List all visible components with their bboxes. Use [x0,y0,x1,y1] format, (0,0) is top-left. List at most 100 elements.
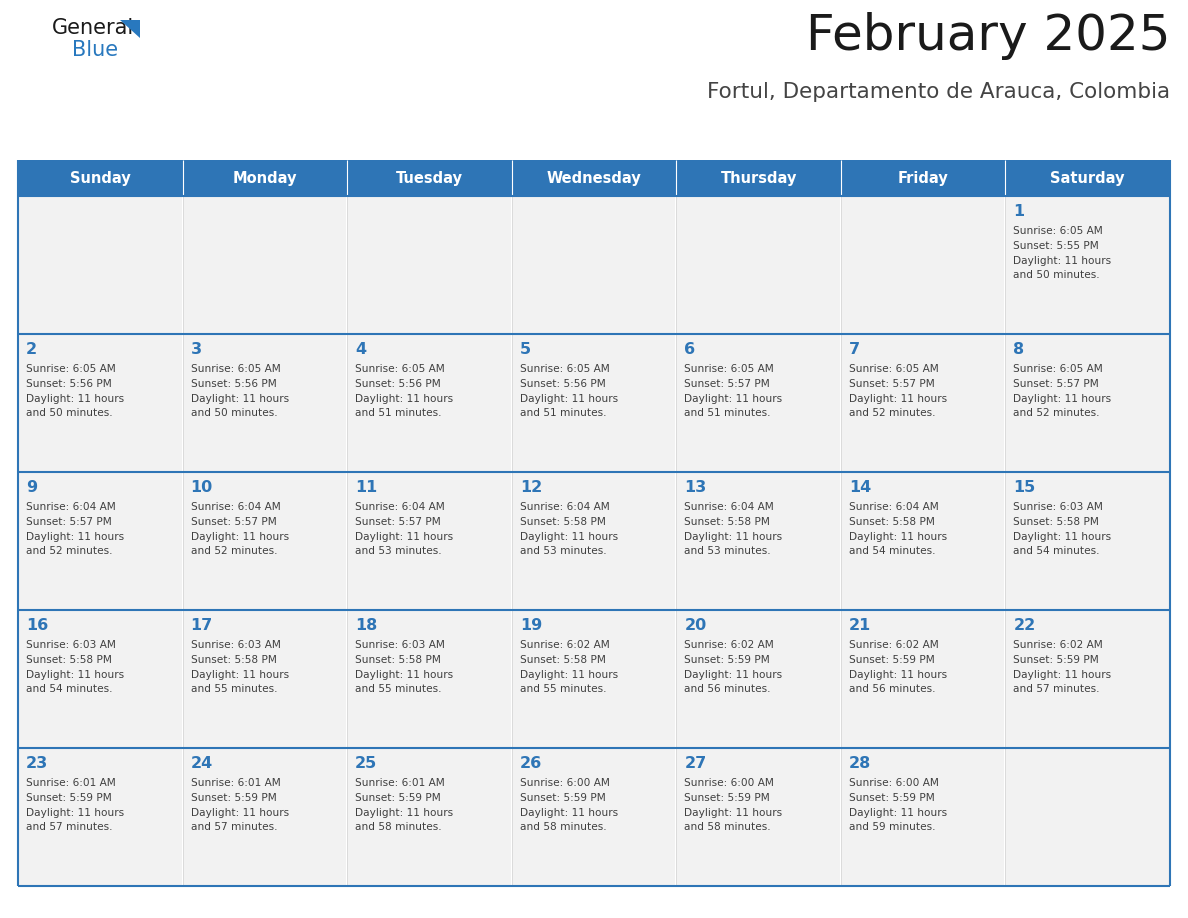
Text: 13: 13 [684,480,707,495]
Text: 10: 10 [190,480,213,495]
Text: Sunrise: 6:05 AM
Sunset: 5:55 PM
Daylight: 11 hours
and 50 minutes.: Sunrise: 6:05 AM Sunset: 5:55 PM Dayligh… [1013,226,1112,280]
Bar [19,611,182,747]
Bar [842,197,1004,333]
Text: 5: 5 [519,342,531,357]
Bar [841,160,1005,196]
Bar [512,160,676,196]
Text: Sunrise: 6:01 AM
Sunset: 5:59 PM
Daylight: 11 hours
and 58 minutes.: Sunrise: 6:01 AM Sunset: 5:59 PM Dayligh… [355,778,454,833]
Bar [184,197,346,333]
Text: 16: 16 [26,618,49,633]
Bar [1005,160,1170,196]
Text: 12: 12 [519,480,542,495]
Bar [184,611,346,747]
Text: 19: 19 [519,618,542,633]
Bar [184,473,346,609]
Bar [19,197,182,333]
Bar [183,160,347,196]
Bar [348,611,511,747]
Bar [842,611,1004,747]
Text: Sunrise: 6:04 AM
Sunset: 5:58 PM
Daylight: 11 hours
and 53 minutes.: Sunrise: 6:04 AM Sunset: 5:58 PM Dayligh… [519,502,618,556]
Text: 24: 24 [190,756,213,771]
Text: Sunrise: 6:05 AM
Sunset: 5:57 PM
Daylight: 11 hours
and 52 minutes.: Sunrise: 6:05 AM Sunset: 5:57 PM Dayligh… [1013,364,1112,419]
Text: Sunrise: 6:04 AM
Sunset: 5:58 PM
Daylight: 11 hours
and 53 minutes.: Sunrise: 6:04 AM Sunset: 5:58 PM Dayligh… [684,502,783,556]
Text: 3: 3 [190,342,202,357]
Bar [677,335,840,471]
Text: Monday: Monday [233,171,297,185]
Text: Sunrise: 6:04 AM
Sunset: 5:57 PM
Daylight: 11 hours
and 52 minutes.: Sunrise: 6:04 AM Sunset: 5:57 PM Dayligh… [26,502,124,556]
Text: Sunrise: 6:00 AM
Sunset: 5:59 PM
Daylight: 11 hours
and 59 minutes.: Sunrise: 6:00 AM Sunset: 5:59 PM Dayligh… [849,778,947,833]
Bar [18,160,183,196]
Text: Sunrise: 6:02 AM
Sunset: 5:59 PM
Daylight: 11 hours
and 57 minutes.: Sunrise: 6:02 AM Sunset: 5:59 PM Dayligh… [1013,640,1112,694]
Bar [677,473,840,609]
Bar [513,611,675,747]
Bar [19,335,182,471]
Text: 18: 18 [355,618,378,633]
Text: Sunrise: 6:01 AM
Sunset: 5:59 PM
Daylight: 11 hours
and 57 minutes.: Sunrise: 6:01 AM Sunset: 5:59 PM Dayligh… [26,778,124,833]
Text: 23: 23 [26,756,49,771]
Text: 15: 15 [1013,480,1036,495]
Text: 7: 7 [849,342,860,357]
Text: Fortul, Departamento de Arauca, Colombia: Fortul, Departamento de Arauca, Colombia [707,82,1170,102]
Bar [677,611,840,747]
Text: Sunrise: 6:05 AM
Sunset: 5:56 PM
Daylight: 11 hours
and 51 minutes.: Sunrise: 6:05 AM Sunset: 5:56 PM Dayligh… [519,364,618,419]
Text: Sunrise: 6:01 AM
Sunset: 5:59 PM
Daylight: 11 hours
and 57 minutes.: Sunrise: 6:01 AM Sunset: 5:59 PM Dayligh… [190,778,289,833]
Text: 28: 28 [849,756,871,771]
Bar [677,749,840,885]
Bar [348,197,511,333]
Text: 22: 22 [1013,618,1036,633]
Bar [677,197,840,333]
Bar [348,335,511,471]
Bar [1006,749,1169,885]
Bar [842,749,1004,885]
Text: General: General [52,18,134,38]
Text: 14: 14 [849,480,871,495]
Bar [1006,611,1169,747]
Text: Thursday: Thursday [720,171,797,185]
Text: Sunrise: 6:03 AM
Sunset: 5:58 PM
Daylight: 11 hours
and 54 minutes.: Sunrise: 6:03 AM Sunset: 5:58 PM Dayligh… [26,640,124,694]
Text: Sunrise: 6:03 AM
Sunset: 5:58 PM
Daylight: 11 hours
and 54 minutes.: Sunrise: 6:03 AM Sunset: 5:58 PM Dayligh… [1013,502,1112,556]
Text: 26: 26 [519,756,542,771]
Polygon shape [120,20,140,38]
Bar [348,749,511,885]
Bar [184,749,346,885]
Bar [842,335,1004,471]
Text: 11: 11 [355,480,378,495]
Text: Sunrise: 6:00 AM
Sunset: 5:59 PM
Daylight: 11 hours
and 58 minutes.: Sunrise: 6:00 AM Sunset: 5:59 PM Dayligh… [519,778,618,833]
Bar [347,160,512,196]
Text: 6: 6 [684,342,695,357]
Text: Sunday: Sunday [70,171,131,185]
Text: 2: 2 [26,342,37,357]
Text: Saturday: Saturday [1050,171,1125,185]
Bar [513,749,675,885]
Text: Sunrise: 6:03 AM
Sunset: 5:58 PM
Daylight: 11 hours
and 55 minutes.: Sunrise: 6:03 AM Sunset: 5:58 PM Dayligh… [355,640,454,694]
Text: 8: 8 [1013,342,1024,357]
Bar [842,473,1004,609]
Text: Sunrise: 6:04 AM
Sunset: 5:57 PM
Daylight: 11 hours
and 52 minutes.: Sunrise: 6:04 AM Sunset: 5:57 PM Dayligh… [190,502,289,556]
Text: 17: 17 [190,618,213,633]
Text: Sunrise: 6:05 AM
Sunset: 5:57 PM
Daylight: 11 hours
and 52 minutes.: Sunrise: 6:05 AM Sunset: 5:57 PM Dayligh… [849,364,947,419]
Bar [348,473,511,609]
Bar [19,473,182,609]
Text: Sunrise: 6:02 AM
Sunset: 5:59 PM
Daylight: 11 hours
and 56 minutes.: Sunrise: 6:02 AM Sunset: 5:59 PM Dayligh… [849,640,947,694]
Bar [513,473,675,609]
Text: Sunrise: 6:02 AM
Sunset: 5:59 PM
Daylight: 11 hours
and 56 minutes.: Sunrise: 6:02 AM Sunset: 5:59 PM Dayligh… [684,640,783,694]
Text: Tuesday: Tuesday [396,171,463,185]
Text: 27: 27 [684,756,707,771]
Bar [184,335,346,471]
Text: 25: 25 [355,756,378,771]
Bar [1006,473,1169,609]
Text: Sunrise: 6:04 AM
Sunset: 5:58 PM
Daylight: 11 hours
and 54 minutes.: Sunrise: 6:04 AM Sunset: 5:58 PM Dayligh… [849,502,947,556]
Text: Sunrise: 6:02 AM
Sunset: 5:58 PM
Daylight: 11 hours
and 55 minutes.: Sunrise: 6:02 AM Sunset: 5:58 PM Dayligh… [519,640,618,694]
Bar [19,749,182,885]
Bar [513,197,675,333]
Bar [1006,335,1169,471]
Text: 4: 4 [355,342,366,357]
Bar [1006,197,1169,333]
Text: Sunrise: 6:05 AM
Sunset: 5:56 PM
Daylight: 11 hours
and 50 minutes.: Sunrise: 6:05 AM Sunset: 5:56 PM Dayligh… [190,364,289,419]
Text: Blue: Blue [72,40,118,60]
Text: Sunrise: 6:05 AM
Sunset: 5:56 PM
Daylight: 11 hours
and 50 minutes.: Sunrise: 6:05 AM Sunset: 5:56 PM Dayligh… [26,364,124,419]
Bar [676,160,841,196]
Text: Friday: Friday [898,171,948,185]
Text: Sunrise: 6:03 AM
Sunset: 5:58 PM
Daylight: 11 hours
and 55 minutes.: Sunrise: 6:03 AM Sunset: 5:58 PM Dayligh… [190,640,289,694]
Text: Sunrise: 6:04 AM
Sunset: 5:57 PM
Daylight: 11 hours
and 53 minutes.: Sunrise: 6:04 AM Sunset: 5:57 PM Dayligh… [355,502,454,556]
